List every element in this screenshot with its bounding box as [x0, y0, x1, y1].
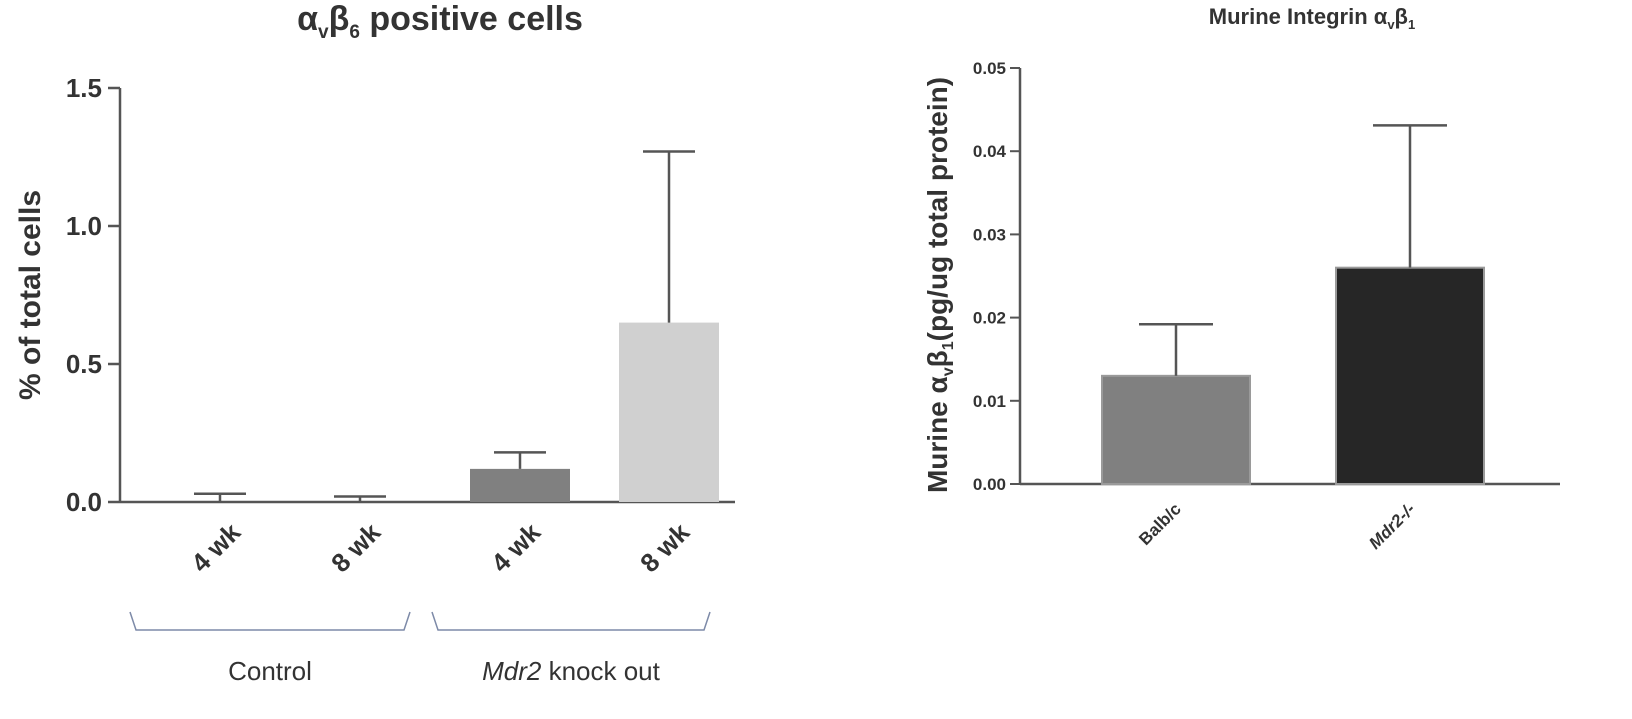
group-label: Control — [228, 656, 312, 686]
bar — [1101, 374, 1251, 485]
y-tick-label: 0.04 — [973, 142, 1007, 161]
chart-title: Murine Integrin αvβ1 — [1209, 4, 1415, 32]
y-tick-label: 0.01 — [973, 392, 1006, 411]
y-axis-label: Murine αvβ1(pg/ug total protein) — [922, 77, 957, 493]
bar — [1335, 266, 1485, 485]
x-tick-label: 4 wk — [185, 517, 246, 578]
bar — [470, 468, 570, 502]
y-tick-label: 0.05 — [973, 59, 1006, 78]
y-axis-label: % of total cells — [14, 190, 47, 400]
chart-murine-integrin-alphav-beta1: Murine Integrin αvβ1 Murine αvβ1(pg/ug t… — [922, 4, 1560, 553]
group-label-rest: knock out — [541, 656, 660, 686]
group-label-rest: Control — [228, 656, 312, 686]
y-tick-label: 1.5 — [66, 73, 102, 103]
y-tick-label: 0.0 — [66, 487, 102, 517]
x-tick-label: 4 wk — [485, 517, 546, 578]
x-tick-label: 8 wk — [634, 517, 695, 578]
x-tick-label: Balb/c — [1135, 499, 1185, 549]
chart-alphav-beta6-positive-cells: αvβ6 positive cells % of total cells 0.0… — [14, 0, 735, 686]
group-label-italic: Mdr2 — [482, 656, 542, 686]
group-bracket — [431, 611, 711, 631]
group-bracket — [129, 611, 411, 631]
y-tick-label: 0.00 — [973, 475, 1006, 494]
y-tick-label: 0.5 — [66, 349, 102, 379]
x-tick-label: Mdr2-/- — [1365, 499, 1419, 553]
chart-title: αvβ6 positive cells — [297, 0, 583, 43]
bar — [619, 322, 719, 502]
x-tick-label: 8 wk — [325, 517, 386, 578]
y-tick-label: 0.03 — [973, 225, 1006, 244]
y-tick-label: 0.02 — [973, 309, 1006, 328]
group-label: Mdr2 knock out — [482, 656, 661, 686]
y-tick-label: 1.0 — [66, 211, 102, 241]
